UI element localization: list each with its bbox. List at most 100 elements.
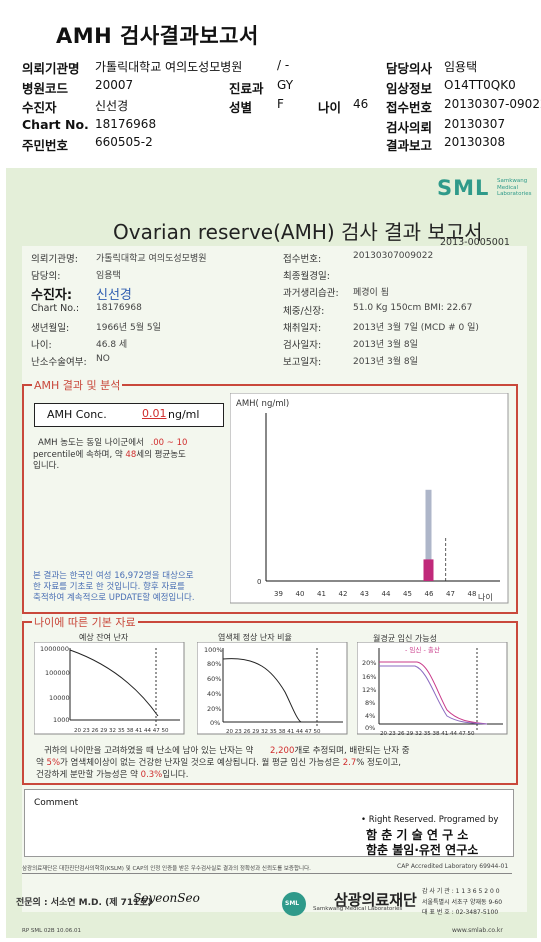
age-value: 46 bbox=[353, 97, 369, 111]
phone: 대 표 번 호 : 02-3487-5100 bbox=[422, 909, 499, 916]
foundation-logo-icon bbox=[282, 892, 306, 916]
reg-no: 감 사 기 관 : 1 1 3 6 5 2 0 0 bbox=[422, 888, 500, 895]
field-value: 폐경이 됨 bbox=[353, 288, 389, 298]
foundation-name: 삼광의료재단 bbox=[334, 891, 417, 909]
field-value: 46.8 세 bbox=[96, 340, 128, 350]
field-label: 체중/신장: bbox=[283, 306, 325, 317]
age-section-title: 나이에 따른 기본 자료 bbox=[32, 614, 138, 630]
mini-chart-eggs bbox=[34, 642, 185, 735]
field-value: 20130307009022 bbox=[353, 251, 434, 261]
rrn-value: 660505-2 bbox=[95, 135, 153, 149]
interp-line2: percentile에 속하며, 약 48세의 평균농도 bbox=[33, 450, 186, 460]
field-label: 과거생리습관: bbox=[283, 288, 339, 299]
tick: 100% bbox=[204, 646, 223, 654]
page-title: AMH 검사결과보고서 bbox=[56, 24, 259, 48]
inst-value: 가톨릭대학교 여의도성모병원 bbox=[95, 60, 243, 74]
field-value: 가톨릭대학교 여의도성모병원 bbox=[96, 254, 207, 264]
field-label: 생년월일: bbox=[31, 323, 70, 334]
foundation-sub: Samkwang Medical Laboratories bbox=[313, 906, 403, 912]
field-label: 보고일자: bbox=[283, 357, 322, 368]
x-tick-label: 41 bbox=[317, 590, 326, 598]
field-value: 2013년 3월 8일 bbox=[353, 357, 418, 367]
x-tick-label: 46 bbox=[425, 590, 434, 598]
mini-chart-normal-eggs bbox=[197, 642, 348, 735]
tick: 10000 bbox=[49, 694, 70, 702]
clinical-label: 임상정보 bbox=[386, 81, 433, 96]
summary-line2: 약 5%가 염색체이상이 없는 건강한 난자일 것으로 예상됩니다. 월 평균 … bbox=[36, 758, 401, 768]
field-label: 수진자: bbox=[31, 288, 73, 303]
tick: 1000000 bbox=[40, 645, 69, 653]
chart-label: Chart No. bbox=[22, 117, 89, 132]
receipt-label: 접수번호 bbox=[386, 100, 433, 115]
chart-x-label: 나이 bbox=[478, 592, 493, 602]
field-label: 난소수술여부: bbox=[31, 357, 87, 368]
tick: 4% bbox=[365, 712, 376, 720]
patient-value: 신선경 bbox=[95, 99, 129, 113]
data-source-note: 본 결과는 한국인 여성 16,972명을 대상으로 한 자료를 기초로 한 것… bbox=[33, 571, 195, 603]
mini-chart-pregnancy bbox=[357, 642, 508, 735]
receipt-value: 20130307-09022 bbox=[444, 97, 541, 111]
summary-line1: 귀하의 나이만을 고려하였을 때 난소에 남아 있는 난자는 약 2,200개로… bbox=[44, 746, 410, 756]
amh-conc-value: 0.01 bbox=[142, 407, 167, 420]
field-label: 담당의: bbox=[31, 271, 61, 282]
report-number: 2013-0005001 bbox=[440, 237, 510, 248]
request-value: 20130307 bbox=[444, 117, 506, 131]
org-name-2: 함춘 불임·유전 연구소 bbox=[366, 843, 479, 857]
tick: 20% bbox=[207, 705, 222, 713]
field-value: 2013년 3월 8일 bbox=[353, 340, 418, 350]
tick: 20 23 26 29 32 35 38 41 44 47 50 bbox=[380, 731, 475, 737]
tick: 80% bbox=[207, 660, 222, 668]
tick: 60% bbox=[207, 675, 222, 683]
x-tick-label: 48 bbox=[468, 590, 477, 598]
report-title: Ovarian reserve(AMH) 검사 결과 보고서 bbox=[113, 220, 483, 244]
summary-line3: 건강하게 분만할 가능성은 약 0.3%입니다. bbox=[36, 770, 189, 780]
amh-chart: AMH( ng/ml) 0 39 40 41 42 43 44 45 46 47 48 나이 bbox=[230, 393, 509, 604]
amh-section-title: AMH 결과 및 분석 bbox=[32, 377, 123, 393]
amh-range-bar bbox=[425, 489, 432, 581]
x-tick-label: 43 bbox=[360, 590, 369, 598]
dept-value: GY bbox=[277, 78, 294, 92]
website: www.smlab.co.kr bbox=[452, 927, 503, 934]
field-value: 51.0 Kg 150cm BMI: 22.67 bbox=[353, 303, 473, 313]
cap-text: CAP Accredited Laboratory 69944-01 bbox=[397, 863, 509, 870]
x-tick-label: 47 bbox=[446, 590, 455, 598]
tick: 20 23 26 29 32 35 38 41 44 47 50 bbox=[74, 728, 169, 734]
field-value: 18176968 bbox=[96, 303, 142, 313]
clinical-value: O14TT0QK0 bbox=[444, 78, 516, 92]
sex-label: 성별 bbox=[229, 100, 253, 115]
field-value: 임용택 bbox=[96, 271, 121, 281]
field-label: 의뢰기관명: bbox=[31, 254, 78, 265]
amh-conc-unit: ng/ml bbox=[168, 408, 200, 421]
field-label: Chart No.: bbox=[31, 303, 80, 314]
field-value: 신선경 bbox=[96, 288, 132, 303]
tick: 0% bbox=[365, 724, 376, 732]
amh-conc-label: AMH Conc. bbox=[47, 408, 107, 421]
comment-label: Comment bbox=[34, 798, 79, 808]
patient-amh-bar bbox=[423, 559, 434, 581]
comment-box bbox=[24, 789, 514, 857]
org-name-1: 함 춘 기 술 연 구 소 bbox=[366, 828, 469, 842]
signature: SoyeonSeo bbox=[133, 891, 200, 905]
field-label: 검사일자: bbox=[283, 340, 322, 351]
code-label: 병원코드 bbox=[22, 81, 69, 96]
age-label: 나이 bbox=[318, 100, 342, 115]
chart-zero-label: 0 bbox=[257, 578, 261, 586]
patient-label: 수진자 bbox=[22, 100, 57, 115]
accreditation-text: 삼광의료재단은 대한진단검사의학회(KSLM) 및 CAP의 인정 인증을 받은… bbox=[22, 866, 311, 872]
code-value: 20007 bbox=[95, 78, 134, 92]
doctor-label: 담당의사 bbox=[386, 61, 433, 76]
doctor-value: 임용택 bbox=[444, 60, 478, 74]
inst-label: 의뢰기관명 bbox=[22, 61, 80, 76]
request-label: 검사의뢰 bbox=[386, 120, 433, 135]
x-tick-label: 45 bbox=[403, 590, 412, 598]
mini-title-3: 월경균 임신 가능성 bbox=[373, 634, 437, 643]
rights-text: • Right Reserved. Programed by bbox=[361, 815, 499, 825]
tick: 20% bbox=[362, 659, 377, 667]
ward-value: / - bbox=[277, 58, 290, 72]
field-value: NO bbox=[96, 354, 110, 364]
x-tick-label: 44 bbox=[382, 590, 391, 598]
tick: 20 23 26 29 32 35 38 41 44 47 50 bbox=[226, 729, 321, 735]
sml-logo: SML bbox=[437, 176, 490, 200]
x-tick-label: 42 bbox=[339, 590, 348, 598]
interp-line1: AMH 농도는 동일 나이군에서 .00 ~ 10 bbox=[38, 438, 188, 448]
